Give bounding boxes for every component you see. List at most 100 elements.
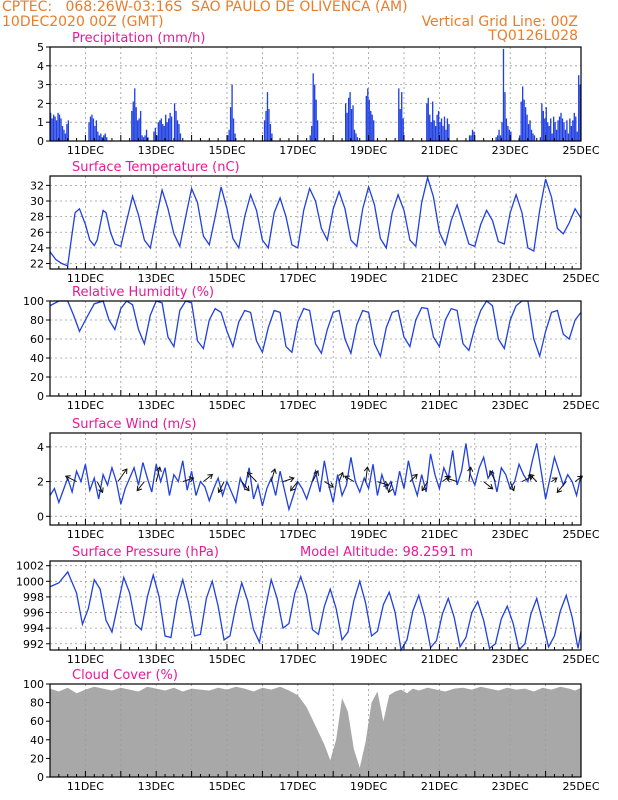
wind-arrow [217,481,225,494]
precip-xtick-label: 13DEC [138,144,175,157]
precip-bar [156,135,158,141]
precip-bar [560,112,562,141]
pres-xtick-label: 23DEC [492,653,529,666]
wind-arrow [421,481,429,492]
precip-bar [101,137,103,141]
wind-arrow [64,475,77,483]
precip-bar [163,125,165,141]
precip-bar [168,118,170,141]
precip-xtick-label: 23DEC [492,144,529,157]
precip-bar [557,120,559,141]
pres-xtick-label: 21DEC [421,653,458,666]
precip-ytick-label: 1 [37,116,44,129]
precip-bar [576,131,578,141]
pres-xtick-label: 11DEC [67,653,104,666]
precip-bar [439,122,441,141]
temp-xtick-label: 19DEC [350,272,387,285]
precip-bar [433,120,435,141]
precip-bar [145,129,148,141]
wind-arrow [467,466,474,482]
temp-title: Surface Temperature (nC) [72,160,240,175]
temp-xtick-label: 15DEC [208,272,245,285]
precip-bar [179,133,182,141]
precip-bar [399,109,401,141]
precip-bar [64,133,67,141]
precip-bar [573,112,575,141]
precip-bar [314,84,316,141]
temp-ytick-label: 28 [30,211,44,224]
precip-bar [312,73,314,141]
wind-title: Surface Wind (m/s) [72,417,196,432]
precip-bar [398,88,400,141]
cloud-xtick-label: 13DEC [138,780,175,793]
temp-xtick-label: 23DEC [492,272,529,285]
precip-bar [440,118,443,141]
wind-ytick-label: 0 [37,510,44,523]
precip-bar [448,124,450,141]
cloud-ytick-label: 60 [30,715,44,728]
wind-line [49,443,582,512]
precip-bar [153,131,155,141]
wind-xtick-label: 19DEC [350,528,387,541]
precip-bar [524,107,527,141]
rh-ytick-label: 100 [23,295,44,308]
rh-title: Relative Humidity (%) [72,285,214,300]
rh-panel [46,300,582,397]
temp-ytick-label: 30 [30,195,44,208]
wind-arrow [338,471,345,482]
precip-bar [495,137,497,141]
precip-bar [575,116,577,141]
precip-bar [579,84,581,141]
rh-ytick-label: 40 [30,352,44,365]
temp-xtick-label: 13DEC [138,272,175,285]
precip-bar [141,135,143,141]
rh-ytick-label: 0 [37,390,44,403]
precip-bar [442,125,444,141]
wind-arrow [556,481,567,494]
precip-bar [92,118,95,141]
precip-bar [434,125,437,141]
precip-bar [550,118,552,141]
cloud-ytick-label: 40 [30,734,44,747]
rh-ytick-label: 60 [30,333,44,346]
precip-bar [309,135,311,141]
precip-bar [51,118,53,141]
precip-bar [561,118,564,141]
precip-bar [52,114,55,141]
cloud-xtick-label: 11DEC [67,780,104,793]
wind-xtick-label: 21DEC [421,528,458,541]
chart-header: CPTEC: 068:26W-03:16S SAO PAULO DE OLIVE… [0,0,618,44]
precip-ytick-label: 5 [37,41,44,54]
precip-bar [98,135,101,141]
precip-bar [142,137,145,141]
precip-bar [373,120,375,141]
precip-bar [558,116,561,141]
precip-bar [533,135,536,141]
wind-arrow [324,481,335,488]
wind-ytick-label: 4 [37,441,44,454]
precip-bar [67,120,70,141]
pres-frame [49,560,582,651]
cloud-ytick-label: 0 [37,771,44,784]
wind-arrow [377,481,390,487]
wind-arrow [270,468,277,482]
precip-bar [311,125,313,141]
precip-bar [505,118,508,141]
precip-bar [175,110,177,141]
precip-bar [427,97,429,141]
precip-bar [97,131,99,141]
wind-arrow [312,469,319,482]
precip-bar [566,120,568,141]
precip-bar [371,114,373,141]
precip-panel [46,46,582,142]
precip-bar [103,135,105,141]
precip-bar [268,109,270,141]
date-line: 10DEC2020 00Z (GMT) [2,14,164,30]
precip-bar [401,92,403,141]
precip-ytick-label: 4 [37,60,44,73]
precip-bar [157,122,160,141]
pres-xtick-label: 13DEC [138,653,175,666]
precip-bar [563,122,565,141]
precip-bar [526,114,528,141]
precip-bar [265,110,267,141]
